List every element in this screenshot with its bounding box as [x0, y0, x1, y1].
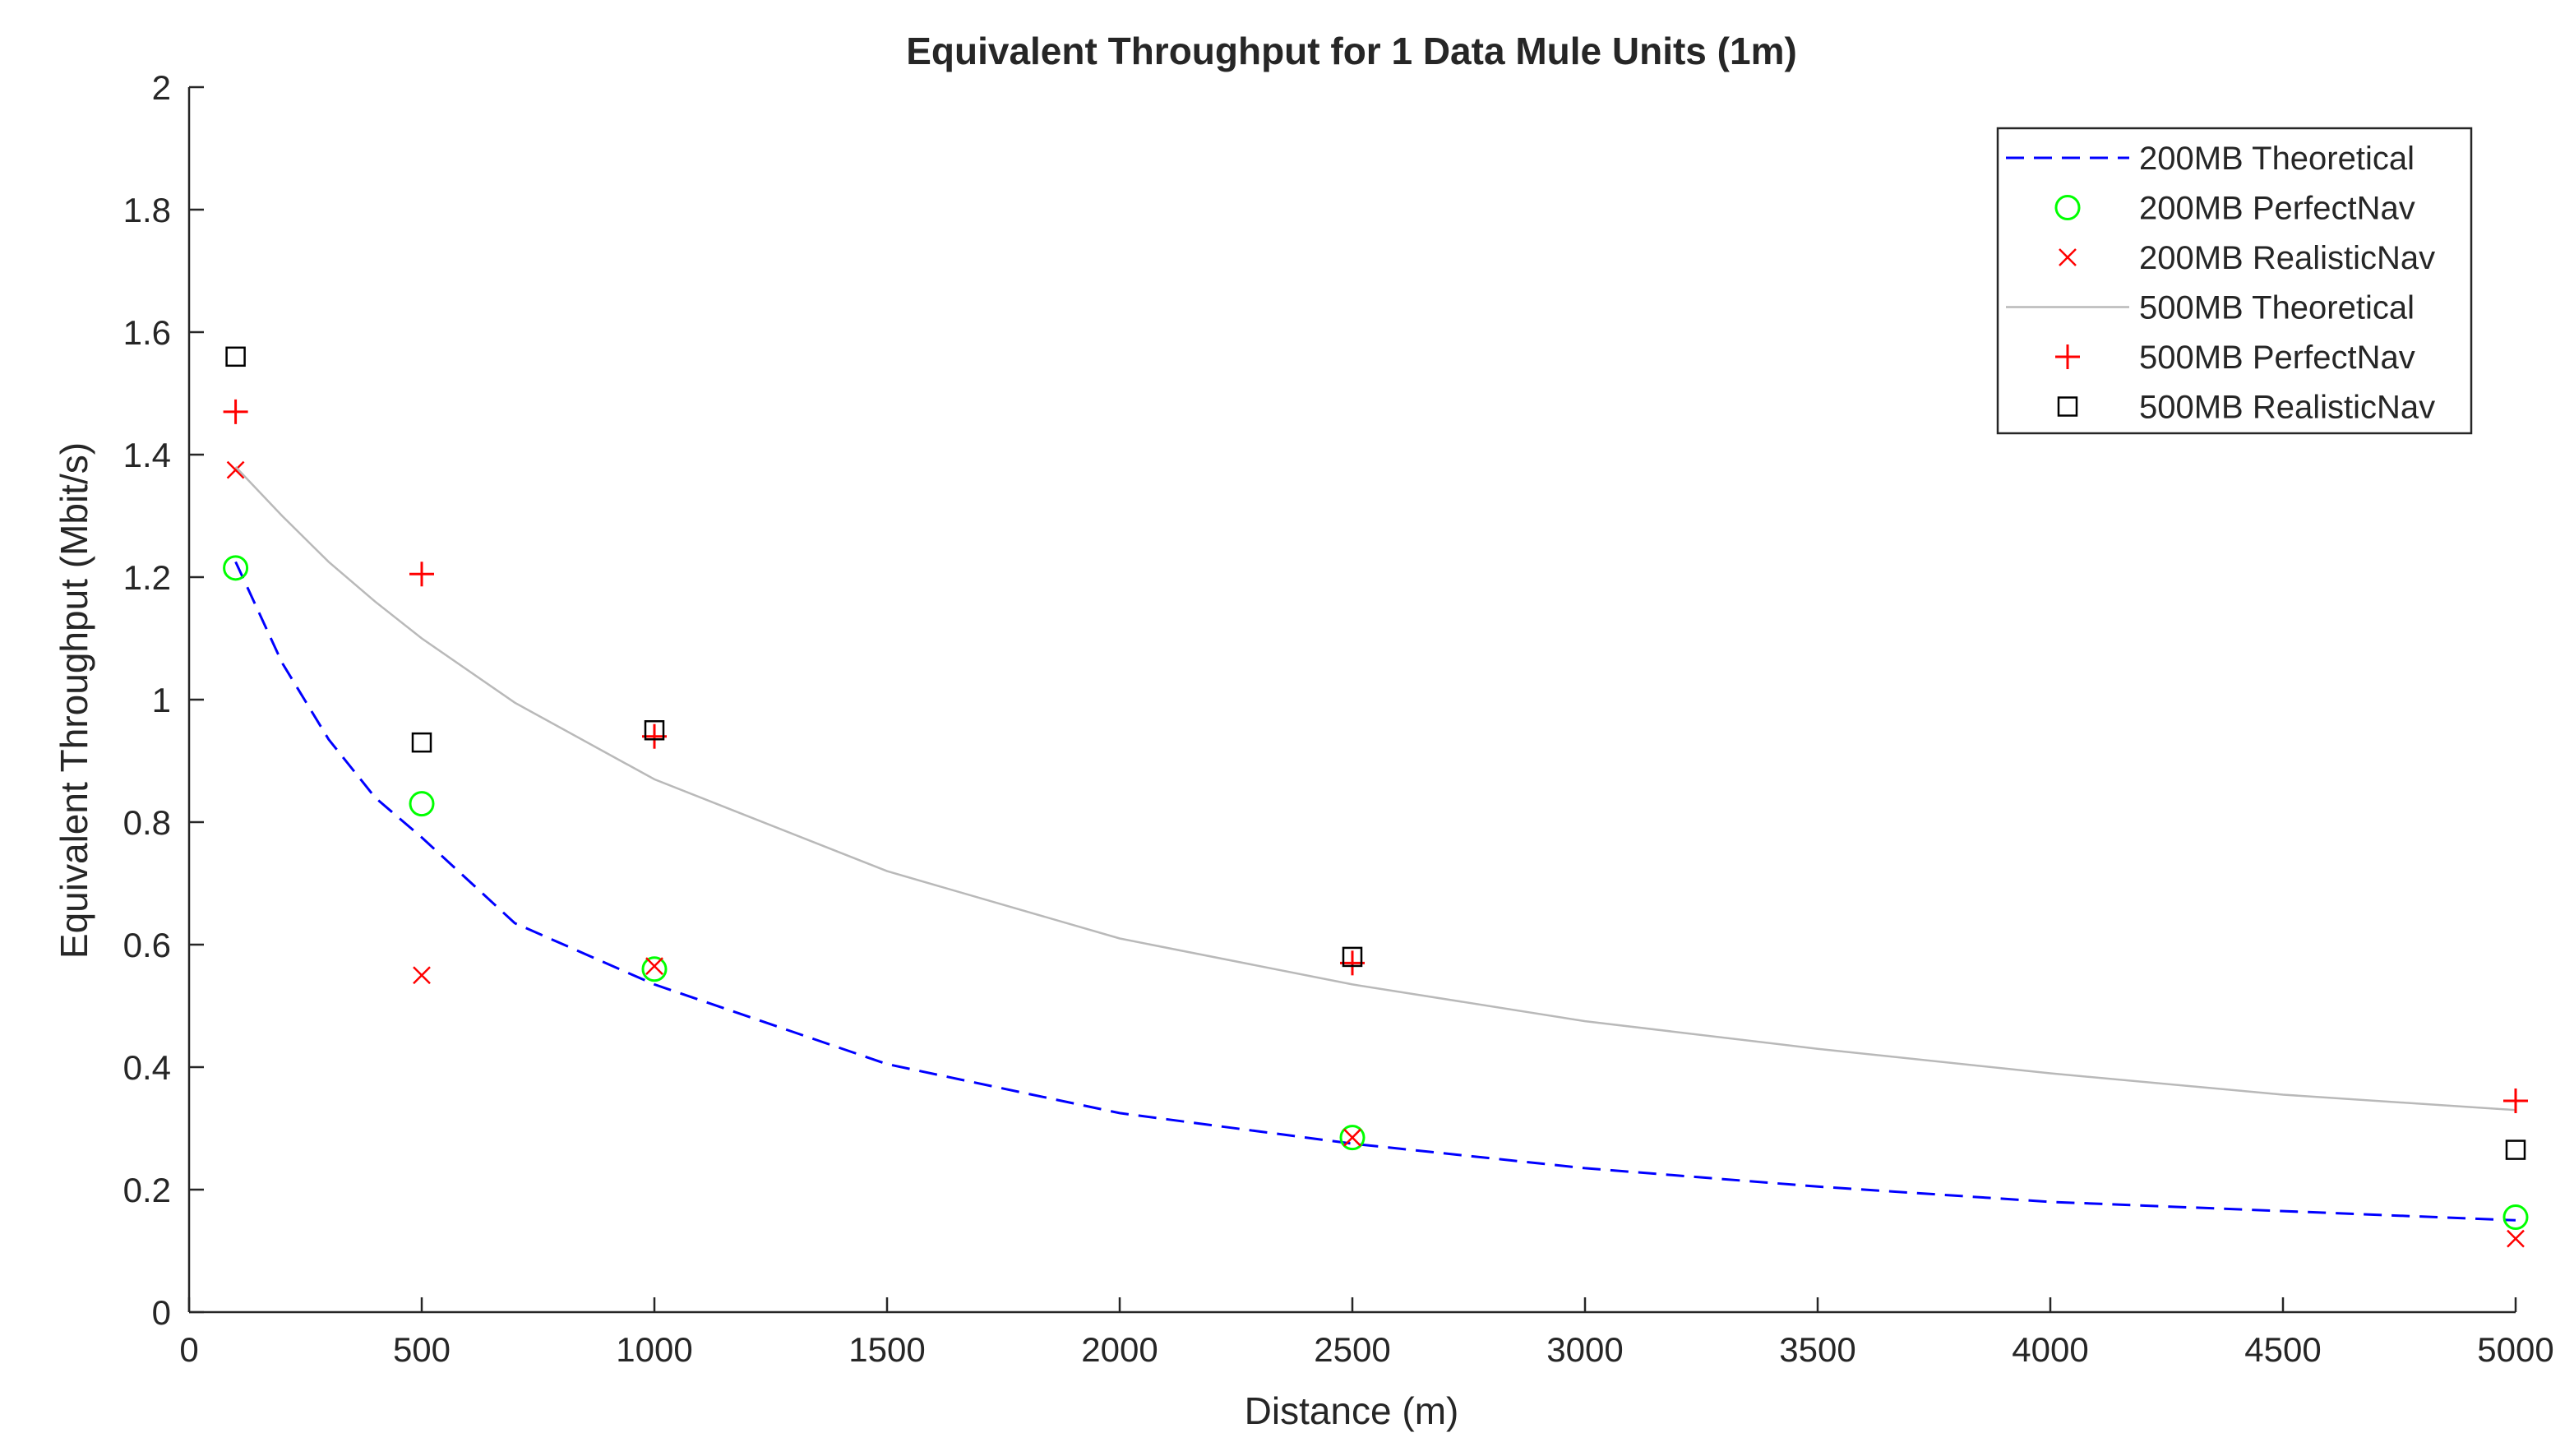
data-point	[1343, 1128, 1361, 1147]
data-point	[223, 399, 248, 424]
y-tick-label: 0.2	[123, 1171, 171, 1209]
data-point	[645, 957, 663, 975]
x-tick-label: 2000	[1081, 1330, 1158, 1369]
data-point	[1339, 1125, 1366, 1151]
data-point	[413, 966, 431, 985]
x-marker-stroke	[226, 460, 245, 479]
data-point	[411, 732, 432, 753]
legend-label: 500MB PerfectNav	[2139, 340, 2415, 376]
legend-item: 500MB PerfectNav	[2055, 340, 2415, 376]
data-point	[2507, 1229, 2525, 1248]
series-200mb-realisticnav	[226, 460, 2525, 1248]
legend-label: 200MB RealisticNav	[2139, 240, 2435, 276]
y-axis-label: Equivalent Throughput (Mbit/s)	[53, 442, 95, 959]
legend-box	[1996, 127, 2473, 435]
x-axis: 0 500 1000 1500 2000 2500 3000 3500 4000 4500 5000	[179, 1297, 2554, 1369]
data-point	[1342, 946, 1363, 968]
x-tick-label: 500	[393, 1330, 451, 1369]
y-tick-label: 1.2	[123, 558, 171, 597]
y-tick-label: 1	[152, 681, 171, 719]
legend-item: 200MB PerfectNav	[2054, 191, 2415, 227]
legend-label: 500MB RealisticNav	[2139, 390, 2435, 426]
y-tick-label: 1.8	[123, 191, 171, 229]
legend-label: 200MB PerfectNav	[2139, 191, 2415, 227]
legend-item: 200MB Theoretical	[2006, 141, 2415, 177]
x-tick-label: 1500	[848, 1330, 925, 1369]
data-point	[644, 720, 665, 741]
x-tick-label: 3500	[1779, 1330, 1855, 1369]
chart-title: Equivalent Throughput for 1 Data Mule Un…	[906, 30, 1797, 72]
x-tick-label: 4500	[2244, 1330, 2321, 1369]
x-axis-label: Distance (m)	[1245, 1389, 1459, 1432]
y-tick-label: 1.4	[123, 436, 171, 474]
legend-item: 500MB RealisticNav	[2057, 390, 2435, 426]
y-tick-label: 0.8	[123, 803, 171, 842]
legend-swatch	[2057, 396, 2078, 417]
legend: 200MB Theoretical 200MB PerfectNav 200MB R…	[1996, 127, 2473, 435]
series-500mb-realisticnav	[225, 346, 2526, 1160]
x-tick-label: 4000	[2012, 1330, 2088, 1369]
legend-label: 500MB Theoretical	[2139, 290, 2415, 326]
y-tick-label: 0.4	[123, 1048, 171, 1087]
data-point	[409, 791, 435, 817]
x-marker-stroke	[2059, 248, 2077, 266]
legend-swatch	[2059, 248, 2077, 266]
data-point	[223, 555, 249, 581]
y-tick-label: 2	[152, 68, 171, 107]
legend-item: 500MB Theoretical	[2006, 290, 2415, 326]
x-marker-stroke	[1343, 1128, 1361, 1147]
series-line	[234, 561, 2516, 1222]
y-tick-label: 1.6	[123, 313, 171, 352]
x-tick-label: 1000	[616, 1330, 692, 1369]
data-point	[2505, 1139, 2526, 1160]
plot-area	[223, 346, 2529, 1248]
x-tick-label: 5000	[2477, 1330, 2553, 1369]
y-tick-label: 0	[152, 1293, 171, 1332]
data-point	[409, 562, 434, 587]
data-point	[226, 460, 245, 479]
data-point	[2503, 1088, 2528, 1113]
x-marker-stroke	[2507, 1229, 2525, 1248]
legend-swatch	[2055, 344, 2080, 369]
legend-swatch	[2054, 195, 2081, 220]
x-marker-stroke	[645, 957, 663, 975]
data-point	[225, 346, 246, 367]
y-axis: 0 0.2 0.4 0.6 0.8 1 1.2 1.4 1.6 1.8 2	[123, 68, 204, 1332]
legend-label: 200MB Theoretical	[2139, 141, 2415, 177]
data-point	[2502, 1204, 2529, 1231]
x-tick-label: 3000	[1546, 1330, 1623, 1369]
legend-item: 200MB RealisticNav	[2059, 240, 2435, 276]
x-tick-label: 2500	[1314, 1330, 1390, 1369]
series-line	[234, 466, 2516, 1112]
x-marker-stroke	[413, 966, 431, 985]
series-200mb-perfectnav	[223, 555, 2529, 1231]
x-tick-label: 0	[179, 1330, 198, 1369]
data-point	[641, 956, 668, 982]
y-tick-label: 0.6	[123, 926, 171, 964]
series-500mb-theoretical	[234, 466, 2516, 1112]
series-500mb-perfectnav	[223, 399, 2528, 1113]
series-200mb-theoretical	[234, 561, 2516, 1222]
